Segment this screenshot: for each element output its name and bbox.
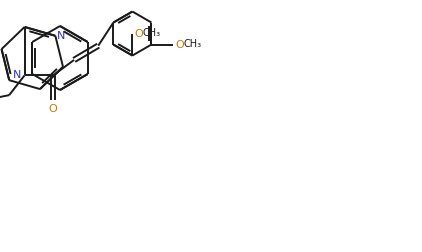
Text: N: N xyxy=(13,70,22,80)
Text: N: N xyxy=(57,31,66,41)
Text: O: O xyxy=(176,40,184,50)
Text: O: O xyxy=(49,104,57,114)
Text: CH₃: CH₃ xyxy=(184,39,202,49)
Text: CH₃: CH₃ xyxy=(142,27,160,38)
Text: O: O xyxy=(134,28,143,39)
